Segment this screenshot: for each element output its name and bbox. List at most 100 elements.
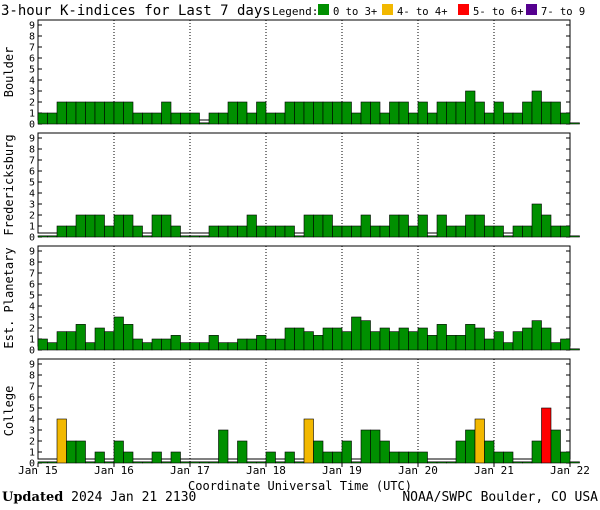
k-index-bar [398, 101, 409, 125]
k-index-bar [379, 112, 390, 125]
x-tick-label: Jan 18 [246, 464, 286, 477]
k-index-bar [256, 101, 267, 125]
y-tick-label: 8 [29, 258, 35, 269]
y-tick-label: 6 [29, 54, 35, 65]
y-tick-label: 0 [29, 459, 35, 470]
y-tick-label: 1 [29, 335, 35, 346]
k-index-bar [303, 418, 314, 464]
k-index-bar [313, 335, 324, 351]
k-index-bar [531, 440, 542, 464]
k-index-bar [284, 101, 295, 125]
y-tick-label: 8 [29, 145, 35, 156]
k-index-bar [56, 225, 67, 238]
k-index-bar [294, 327, 305, 351]
k-index-bar [370, 101, 381, 125]
x-tick-label: Jan 15 [18, 464, 58, 477]
updated-value: 2024 Jan 21 2130 [71, 490, 197, 505]
k-index-bar [104, 101, 115, 125]
x-tick-label: Jan 21 [474, 464, 514, 477]
k-index-bar [512, 461, 523, 464]
k-index-bar [303, 331, 314, 351]
k-index-bar [237, 101, 248, 125]
k-index-bar [37, 461, 48, 464]
k-index-bar [408, 451, 419, 464]
legend-label: Legend: [272, 5, 318, 18]
k-index-bar [493, 225, 504, 238]
k-index-bar [446, 461, 457, 464]
k-index-bar [94, 451, 105, 464]
x-tick-label: Jan 16 [94, 464, 134, 477]
k-index-bar [180, 342, 191, 351]
k-index-bar [303, 214, 314, 238]
k-index-bar [94, 101, 105, 125]
k-index-bar [474, 101, 485, 125]
k-index-bar [541, 407, 552, 464]
y-tick-label: 0 [29, 120, 35, 131]
k-index-bar [417, 101, 428, 125]
k-index-bar [246, 338, 257, 351]
k-index-bar [512, 331, 523, 351]
k-index-bar [455, 335, 466, 351]
k-index-bar [151, 214, 162, 238]
k-index-bar [123, 101, 134, 125]
k-index-bar [47, 461, 58, 464]
k-index-bar [512, 112, 523, 125]
k-index-bar [360, 429, 371, 464]
k-index-bar [180, 235, 191, 238]
k-index-bar [550, 225, 561, 238]
k-index-bar [389, 331, 400, 351]
y-tick-label: 2 [29, 324, 35, 335]
k-index-bar [484, 338, 495, 351]
k-index-bar [322, 327, 333, 351]
k-index-bar [189, 112, 200, 125]
k-index-bar [47, 342, 58, 351]
k-index-bar [341, 225, 352, 238]
legend-item-label: 4- to 4+ [397, 6, 448, 18]
k-index-bar [370, 429, 381, 464]
k-index-bar [522, 327, 533, 351]
k-index-bar [427, 112, 438, 125]
k-index-bar [104, 331, 115, 351]
k-index-bar [370, 331, 381, 351]
k-index-bar [493, 331, 504, 351]
panel-name: Fredericksburg [2, 134, 16, 235]
y-tick-label: 7 [29, 43, 35, 54]
k-index-bar [417, 214, 428, 238]
y-tick-label: 2 [29, 211, 35, 222]
k-index-bar [161, 338, 172, 351]
k-index-bar [104, 225, 115, 238]
y-tick-label: 8 [29, 32, 35, 43]
k-index-bar [151, 338, 162, 351]
k-index-bar [256, 461, 267, 464]
k-index-bar [322, 214, 333, 238]
k-index-bar [37, 112, 48, 125]
k-index-bar [531, 320, 542, 351]
k-index-bar [85, 214, 96, 238]
k-index-bar [237, 440, 248, 464]
k-index-bar [531, 90, 542, 125]
k-index-bar [246, 214, 257, 238]
k-index-bar [351, 316, 362, 351]
k-index-bar [351, 112, 362, 125]
k-index-bar [370, 225, 381, 238]
k-index-bar [246, 112, 257, 125]
k-index-bar [132, 338, 143, 351]
k-index-bar [256, 335, 267, 351]
k-index-bar [294, 235, 305, 238]
k-index-bar [56, 101, 67, 125]
k-index-bar [199, 461, 210, 464]
k-index-bar [284, 225, 295, 238]
y-tick-label: 5 [29, 291, 35, 302]
k-index-bar [389, 214, 400, 238]
k-index-bar [199, 235, 210, 238]
k-index-bar [408, 331, 419, 351]
k-index-bar [398, 451, 409, 464]
y-tick-label: 1 [29, 448, 35, 459]
k-index-bar [275, 225, 286, 238]
k-index-bar [560, 225, 571, 238]
k-index-bar [512, 225, 523, 238]
k-index-bar [408, 225, 419, 238]
k-index-bar [189, 235, 200, 238]
